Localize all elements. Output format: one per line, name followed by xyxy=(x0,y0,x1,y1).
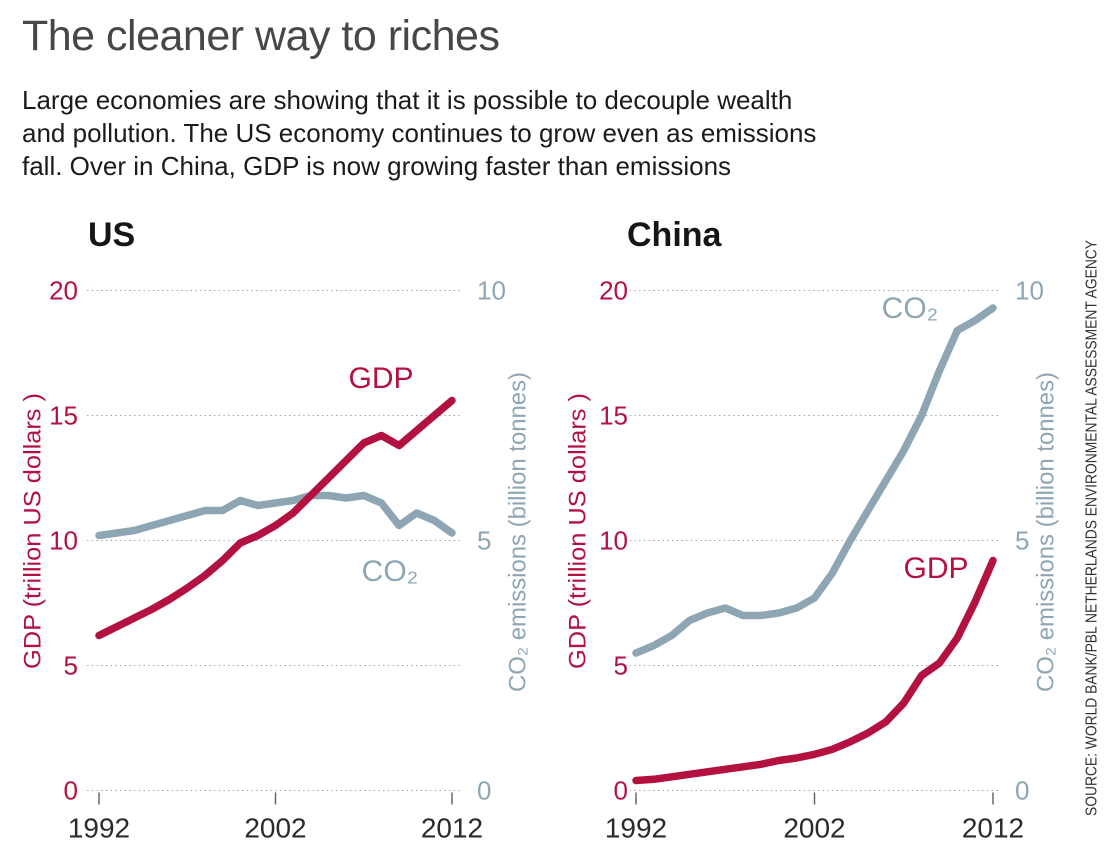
cn-left-tick-labels: 20 15 10 5 0 xyxy=(599,276,628,806)
x-axis-tick-label-1992: 1992 xyxy=(68,813,130,844)
cn-co2-line xyxy=(632,304,997,657)
china-co2-line-label: CO₂ xyxy=(882,292,939,325)
cn-right-tick-labels: 10 5 0 xyxy=(1015,276,1044,806)
left-axis-tick-label-5: 5 xyxy=(64,651,78,681)
left-axis-tick-label-0: 0 xyxy=(614,776,628,806)
right-axis-tick-label-10: 10 xyxy=(477,276,506,306)
us-chart: US 1992 2002 2012 20 15 10 5 0 10 5 0 GDP CO₂ GD… xyxy=(20,216,532,844)
left-axis-tick-label-5: 5 xyxy=(614,651,628,681)
subtitle-line-3: fall. Over in China, GDP is now growing … xyxy=(22,151,732,181)
right-axis-tick-label-0: 0 xyxy=(477,776,491,806)
left-axis-tick-label-10: 10 xyxy=(599,526,628,556)
us-co2-line-label: CO₂ xyxy=(362,555,419,588)
us-gdp-line-label: GDP xyxy=(348,362,413,395)
us-right-axis-title: CO₂ emissions (billion tonnes) xyxy=(505,372,532,692)
us-x-axis: 1992 2002 2012 xyxy=(68,792,483,844)
subtitle: Large economies are showing that it is p… xyxy=(22,84,816,183)
china-chart-title: China xyxy=(627,216,723,254)
china-chart: China 1992 2002 2012 20 15 10 5 0 10 5 0 GDP CO₂… xyxy=(565,216,1060,844)
us-co2-line xyxy=(95,491,456,540)
x-axis-tick-label-1992: 1992 xyxy=(605,813,667,844)
source-credit: SOURCE: WORLD BANK/PBL NETHERLANDS ENVIR… xyxy=(1084,240,1101,816)
right-axis-tick-label-0: 0 xyxy=(1015,776,1029,806)
us-left-tick-labels: 20 15 10 5 0 xyxy=(49,276,78,806)
subtitle-line-1: Large economies are showing that it is p… xyxy=(22,85,793,115)
x-axis-tick-label-2002: 2002 xyxy=(783,813,845,844)
x-axis-tick-label-2002: 2002 xyxy=(244,813,306,844)
cn-x-axis: 1992 2002 2012 xyxy=(605,792,1024,844)
us-left-axis-title: GDP (trillion US dollars ) xyxy=(20,393,47,669)
right-axis-tick-label-5: 5 xyxy=(1015,526,1029,556)
china-right-axis-title: CO₂ emissions (billion tonnes) xyxy=(1033,372,1060,692)
right-axis-tick-label-5: 5 xyxy=(477,526,491,556)
page-title: The cleaner way to riches xyxy=(22,12,500,60)
subtitle-line-2: and pollution. The US economy continues … xyxy=(22,118,817,148)
china-left-axis-title: GDP (trillion US dollars ) xyxy=(565,393,592,669)
left-axis-tick-label-15: 15 xyxy=(49,401,78,431)
china-gdp-line-label: GDP xyxy=(903,552,968,585)
x-axis-tick-label-2012: 2012 xyxy=(421,813,483,844)
cn-gridlines xyxy=(625,289,1000,792)
us-right-tick-labels: 10 5 0 xyxy=(477,276,506,806)
x-axis-tick-label-2012: 2012 xyxy=(962,813,1024,844)
left-axis-tick-label-10: 10 xyxy=(49,526,78,556)
cn-gdp-line xyxy=(632,556,997,785)
left-axis-tick-label-15: 15 xyxy=(599,401,628,431)
left-axis-tick-label-20: 20 xyxy=(599,276,628,306)
left-axis-tick-label-20: 20 xyxy=(49,276,78,306)
right-axis-tick-label-10: 10 xyxy=(1015,276,1044,306)
us-gdp-line xyxy=(95,396,456,640)
left-axis-tick-label-0: 0 xyxy=(64,776,78,806)
us-chart-title: US xyxy=(88,216,135,254)
us-gridlines xyxy=(87,289,462,792)
